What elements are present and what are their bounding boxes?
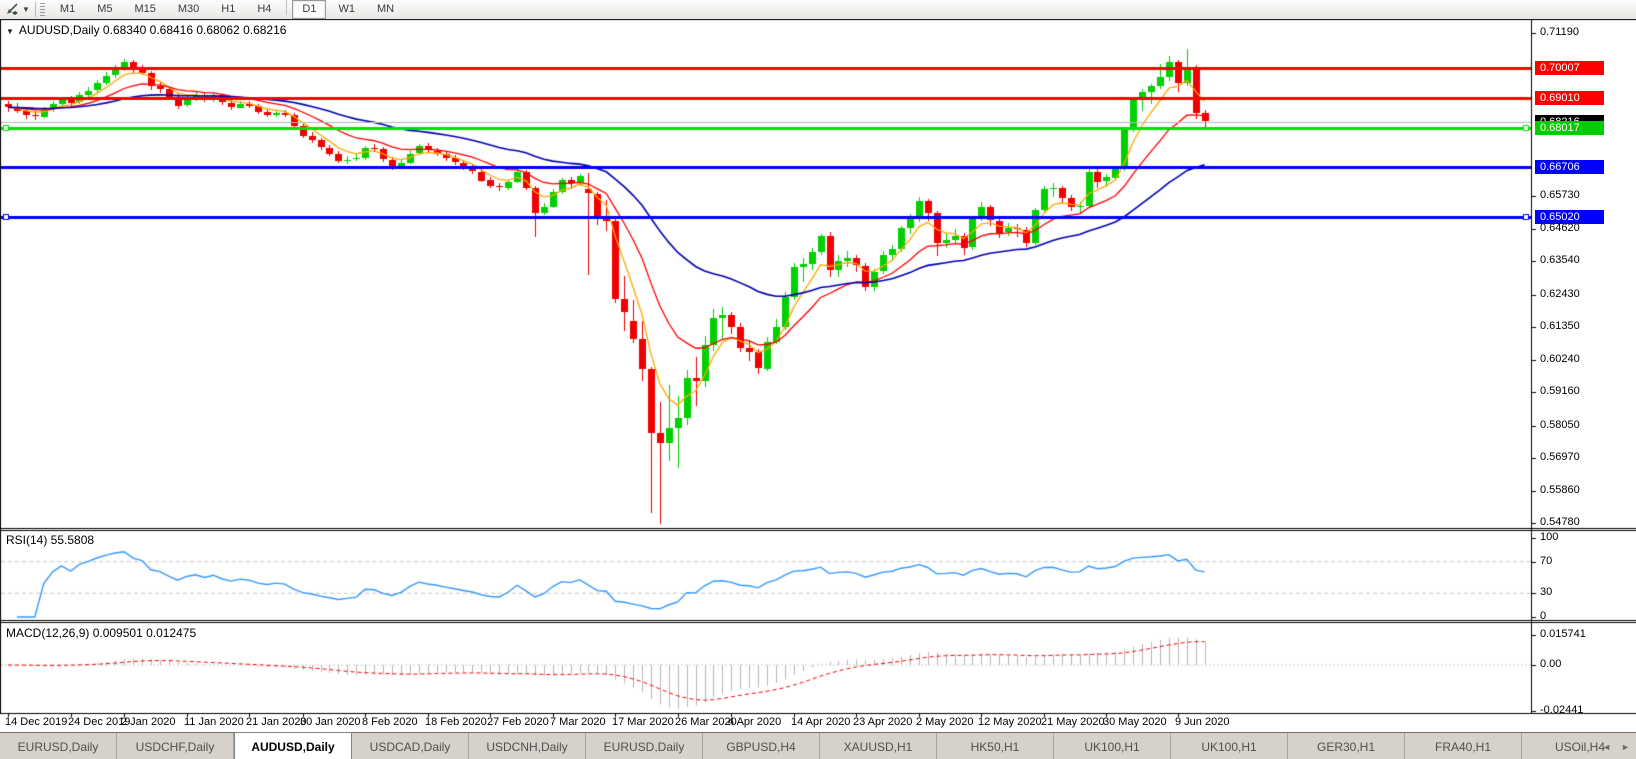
date-tick-label: 30 Jan 2020 bbox=[300, 716, 361, 728]
collapse-icon[interactable]: ▼ bbox=[6, 27, 14, 36]
price-level-badge: 0.65020 bbox=[1535, 210, 1604, 224]
date-tick-label: 24 Dec 2019 bbox=[68, 716, 131, 728]
rsi-tick-label: 70 bbox=[1540, 554, 1553, 567]
chart-tab-usdcnh-daily[interactable]: USDCNH,Daily bbox=[469, 733, 586, 759]
chart-canvas[interactable] bbox=[0, 19, 1636, 732]
chart-pointer-icon[interactable] bbox=[2, 2, 22, 18]
chart-tab-gbpusd-h4[interactable]: GBPUSD,H4 bbox=[703, 733, 820, 759]
date-tick-label: 18 Feb 2020 bbox=[425, 716, 487, 728]
chart-tab-fra40-h1[interactable]: FRA40,H1 bbox=[1405, 733, 1522, 759]
timeframe-button-w1[interactable]: W1 bbox=[338, 3, 355, 15]
date-tick-label: 14 Dec 2019 bbox=[5, 716, 68, 728]
tab-scroll-left-icon[interactable]: ◄ bbox=[1602, 741, 1612, 752]
price-tick-label: 0.56970 bbox=[1540, 450, 1580, 463]
macd-tick-label: 0.00 bbox=[1540, 658, 1562, 670]
timeframe-button-m5[interactable]: M5 bbox=[97, 3, 113, 15]
rsi-tick-label: 0 bbox=[1540, 610, 1547, 622]
chart-tab-hk50-h1[interactable]: HK50,H1 bbox=[937, 733, 1054, 759]
macd-tick-label: 0.015741 bbox=[1540, 628, 1586, 641]
rsi-tick-label: 30 bbox=[1540, 586, 1553, 599]
timeframe-button-m15[interactable]: M15 bbox=[134, 3, 156, 15]
timeframe-button-h4[interactable]: H4 bbox=[257, 3, 272, 15]
macd-indicator-label: MACD(12,26,9) 0.009501 0.012475 bbox=[6, 626, 197, 640]
price-level-badge: 0.70007 bbox=[1535, 61, 1604, 75]
tab-scroll-right-icon[interactable]: ► bbox=[1621, 741, 1630, 752]
chart-title-text: AUDUSD,Daily 0.68340 0.68416 0.68062 0.6… bbox=[18, 23, 287, 37]
tool-dropdown-caret[interactable]: ▼ bbox=[22, 5, 30, 14]
chart-tab-audusd-daily[interactable]: AUDUSD,Daily bbox=[234, 732, 352, 759]
price-tick-label: 0.60240 bbox=[1540, 353, 1580, 366]
price-level-badge: 0.66706 bbox=[1535, 160, 1604, 174]
timeframe-button-h1[interactable]: H1 bbox=[221, 3, 236, 15]
chart-tab-xauusd-h1[interactable]: XAUUSD,H1 bbox=[820, 733, 937, 759]
toolbar: ▼ M1 M5 M15 M30 H1 H4 D1 W1 MN bbox=[0, 0, 1636, 20]
price-tick-label: 0.54780 bbox=[1540, 516, 1580, 529]
date-tick-label: 9 Jun 2020 bbox=[1175, 716, 1230, 728]
timeframe-button-mn[interactable]: MN bbox=[376, 3, 395, 15]
tab-scroll: ◄ ► bbox=[1602, 733, 1630, 759]
date-tick-label: 11 Jan 2020 bbox=[184, 716, 244, 728]
price-level-badge: 0.69010 bbox=[1535, 91, 1604, 105]
date-tick-label: 2 Jan 2020 bbox=[121, 716, 176, 728]
price-tick-label: 0.59160 bbox=[1540, 385, 1580, 398]
price-tick-label: 0.61350 bbox=[1540, 319, 1580, 332]
date-tick-label: 27 Feb 2020 bbox=[487, 716, 549, 728]
macd-tick-label: -0.02441 bbox=[1540, 704, 1584, 717]
chart-tab-eurusd-daily[interactable]: EURUSD,Daily bbox=[0, 733, 117, 759]
timeframe-button-d1[interactable]: D1 bbox=[292, 0, 327, 19]
date-tick-label: 12 May 2020 bbox=[978, 716, 1042, 728]
date-tick-label: 17 Mar 2020 bbox=[612, 716, 674, 728]
chart-tab-uk100-h1[interactable]: UK100,H1 bbox=[1054, 733, 1171, 759]
toolbar-separator bbox=[34, 2, 36, 17]
date-tick-label: 4 Apr 2020 bbox=[728, 716, 782, 728]
price-tick-label: 0.71190 bbox=[1540, 25, 1579, 38]
chart-title: ▼ AUDUSD,Daily 0.68340 0.68416 0.68062 0.… bbox=[6, 23, 286, 37]
chart-tab-usdchf-daily[interactable]: USDCHF,Daily bbox=[117, 733, 234, 759]
price-tick-label: 0.65730 bbox=[1540, 189, 1580, 201]
chart-tab-ger30-h1[interactable]: GER30,H1 bbox=[1288, 733, 1405, 759]
chart-tab-eurusd-daily[interactable]: EURUSD,Daily bbox=[586, 733, 703, 759]
date-tick-label: 23 Apr 2020 bbox=[853, 716, 913, 728]
chart-tab-usdcad-daily[interactable]: USDCAD,Daily bbox=[352, 733, 469, 759]
chart-area: ▼ AUDUSD,Daily 0.68340 0.68416 0.68062 0.… bbox=[0, 19, 1636, 732]
price-level-badge: 0.68017 bbox=[1535, 121, 1604, 135]
price-tick-label: 0.55860 bbox=[1540, 483, 1580, 496]
date-tick-label: 26 Mar 2020 bbox=[675, 716, 737, 728]
chart-tabs: EURUSD,Daily USDCHF,Daily AUDUSD,Daily USDC… bbox=[0, 732, 1636, 759]
date-tick-label: 21 May 2020 bbox=[1041, 716, 1105, 728]
date-tick-label: 21 Jan 2020 bbox=[246, 716, 307, 728]
chart-tab-uk100-h1[interactable]: UK100,H1 bbox=[1171, 733, 1288, 759]
date-tick-label: 8 Feb 2020 bbox=[362, 716, 418, 728]
rsi-tick-label: 100 bbox=[1540, 531, 1559, 543]
price-tick-label: 0.64620 bbox=[1540, 222, 1580, 235]
price-tick-label: 0.63540 bbox=[1540, 254, 1580, 267]
date-tick-label: 14 Apr 2020 bbox=[791, 716, 851, 728]
chart-tab-usoil-h4[interactable]: USOil,H4 bbox=[1522, 733, 1636, 759]
rsi-indicator-label: RSI(14) 55.5808 bbox=[6, 533, 95, 547]
timeframe-buttons: M1 M5 M15 M30 H1 H4 D1 W1 MN bbox=[49, 0, 405, 19]
date-tick-label: 30 May 2020 bbox=[1103, 716, 1167, 728]
date-tick-label: 7 Mar 2020 bbox=[550, 716, 606, 728]
date-tick-label: 2 May 2020 bbox=[916, 716, 974, 728]
price-tick-label: 0.58050 bbox=[1540, 418, 1580, 431]
timeframe-button-m30[interactable]: M30 bbox=[177, 3, 200, 15]
timeframe-button-m1[interactable]: M1 bbox=[59, 3, 76, 15]
chart-tab-bar: EURUSD,Daily USDCHF,Daily AUDUSD,Daily USDC… bbox=[0, 732, 1636, 759]
toolbar-grip[interactable] bbox=[39, 2, 45, 17]
price-tick-label: 0.62430 bbox=[1540, 287, 1580, 300]
